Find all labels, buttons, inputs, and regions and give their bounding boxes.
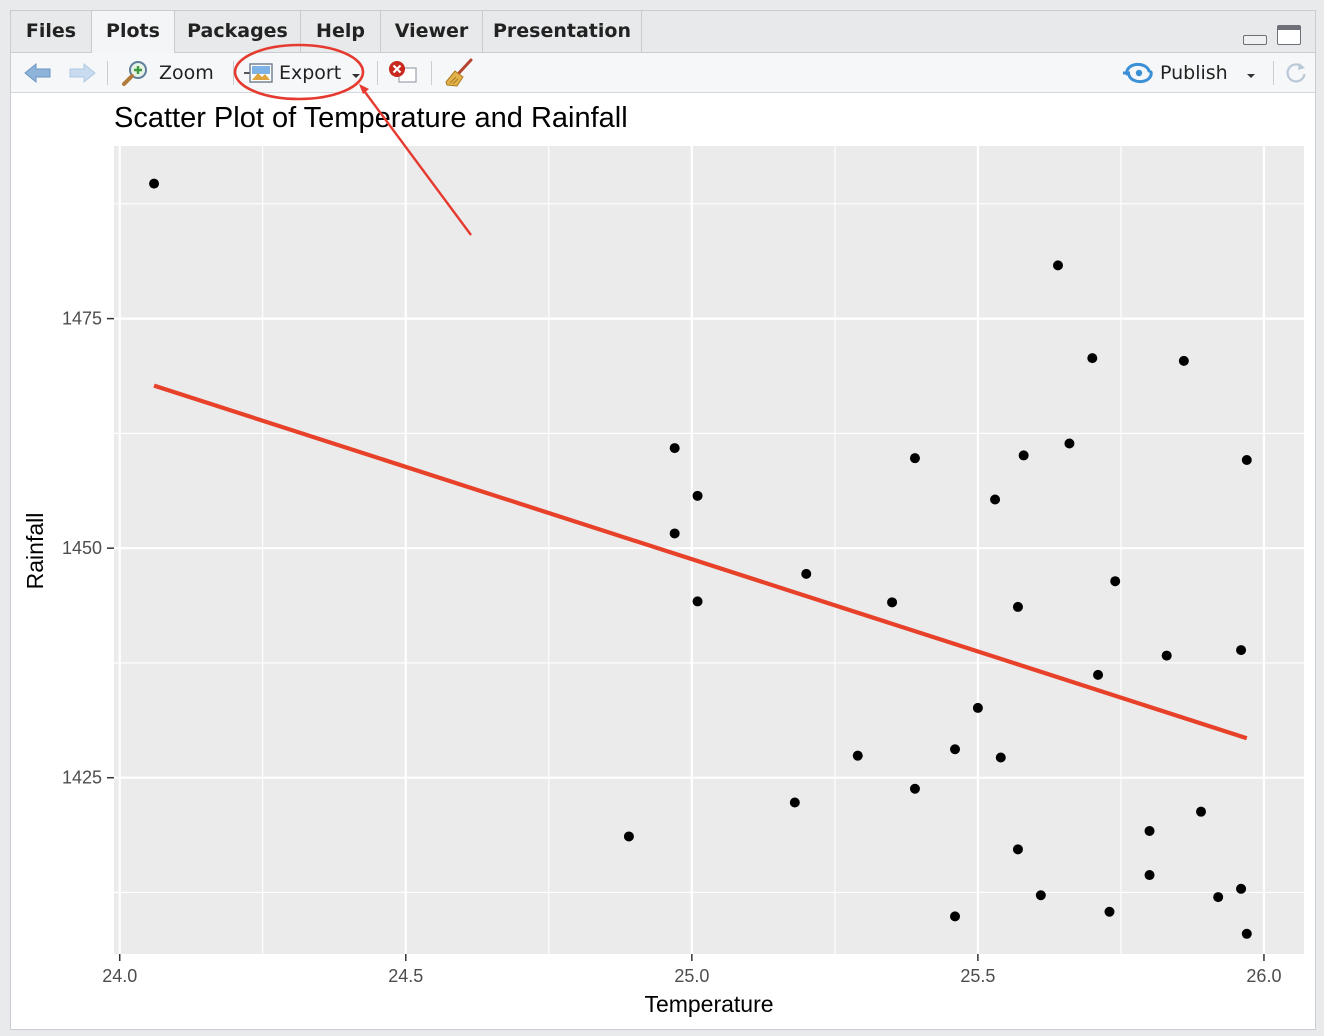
- data-point: [972, 702, 983, 713]
- data-point: [623, 831, 634, 842]
- y-axis-label: Rainfall: [22, 513, 48, 590]
- arrow-right-icon: [69, 62, 96, 83]
- zoom-label: Zoom: [159, 61, 214, 84]
- toolbar-separator: [107, 61, 108, 85]
- data-point: [1035, 890, 1046, 901]
- data-point: [669, 528, 680, 539]
- axis-ticks: 24.0 24.5 25.0 25.5 26.0 1425 1450 1475: [62, 309, 1282, 986]
- tab-viewer[interactable]: Viewer: [381, 11, 483, 52]
- toolbar-separator: [377, 61, 378, 85]
- clear-plots-button[interactable]: [443, 53, 477, 92]
- data-point: [1161, 650, 1172, 661]
- x-tick-label: 24.0: [102, 966, 137, 986]
- plots-toolbar: Zoom Export: [11, 53, 1315, 93]
- data-point: [1144, 825, 1155, 836]
- toolbar-separator: [431, 61, 432, 85]
- back-button[interactable]: [23, 53, 55, 92]
- data-point: [950, 911, 961, 922]
- data-point: [1213, 892, 1224, 903]
- data-point: [692, 490, 703, 501]
- chevron-down-icon: [1246, 73, 1255, 78]
- y-tick-label: 1475: [62, 309, 102, 329]
- data-point: [1196, 806, 1207, 817]
- x-tick-label: 26.0: [1246, 966, 1281, 986]
- publish-button[interactable]: Publish: [1123, 53, 1263, 92]
- toolbar-separator: [233, 61, 234, 85]
- regression-line: [153, 383, 1248, 741]
- broom-icon: [445, 58, 473, 87]
- magnifier-plus-icon: [122, 60, 147, 86]
- data-point: [1241, 455, 1252, 466]
- data-point: [1064, 438, 1075, 449]
- x-tick-label: 25.5: [960, 966, 995, 986]
- data-point: [995, 752, 1006, 763]
- major-grid: [114, 146, 1304, 954]
- data-point: [1052, 260, 1063, 271]
- x-tick-label: 24.5: [388, 966, 423, 986]
- refresh-button[interactable]: [1283, 53, 1311, 92]
- data-point: [990, 494, 1001, 505]
- data-point: [1110, 576, 1121, 587]
- tab-files[interactable]: Files: [11, 11, 92, 52]
- refresh-icon: [1286, 62, 1306, 83]
- data-point: [1012, 844, 1023, 855]
- x-axis-label: Temperature: [644, 991, 773, 1017]
- data-point: [692, 596, 703, 607]
- data-point: [1018, 450, 1029, 461]
- data-point: [1144, 870, 1155, 881]
- data-point: [1236, 645, 1247, 656]
- toolbar-separator: [1273, 61, 1274, 85]
- data-point: [1012, 601, 1023, 612]
- publish-label: Publish: [1160, 61, 1228, 84]
- forward-button[interactable]: [67, 53, 99, 92]
- minor-grid: [114, 146, 1304, 954]
- data-point: [852, 750, 863, 761]
- data-point: [1178, 355, 1189, 366]
- remove-plot-icon: [389, 60, 417, 83]
- data-points: [149, 178, 1252, 939]
- pane-tab-bar: Files Plots Packages Help Viewer Present…: [11, 11, 1315, 53]
- data-point: [950, 744, 961, 755]
- minimize-pane-icon[interactable]: [1243, 35, 1267, 45]
- data-point: [909, 783, 920, 794]
- data-point: [1093, 669, 1104, 680]
- data-point: [1236, 883, 1247, 894]
- data-point: [887, 597, 898, 608]
- chart-title: Scatter Plot of Temperature and Rainfall: [114, 102, 628, 134]
- data-point: [801, 568, 812, 579]
- data-point: [1104, 906, 1115, 917]
- data-point: [149, 178, 160, 189]
- remove-plot-button[interactable]: [387, 53, 421, 92]
- x-tick-label: 25.0: [674, 966, 709, 986]
- data-point: [1241, 928, 1252, 939]
- zoom-button[interactable]: Zoom: [121, 53, 221, 92]
- data-point: [909, 453, 920, 464]
- tab-presentation[interactable]: Presentation: [483, 11, 642, 52]
- plot-panel: [114, 146, 1304, 954]
- arrow-left-icon: [24, 62, 51, 83]
- y-tick-label: 1450: [62, 538, 102, 558]
- data-point: [789, 797, 800, 808]
- data-point: [669, 443, 680, 454]
- tab-plots[interactable]: Plots: [92, 11, 175, 53]
- publish-icon: [1123, 62, 1153, 83]
- maximize-pane-icon[interactable]: [1277, 25, 1301, 45]
- data-point: [1087, 353, 1098, 364]
- y-tick-label: 1425: [62, 768, 102, 788]
